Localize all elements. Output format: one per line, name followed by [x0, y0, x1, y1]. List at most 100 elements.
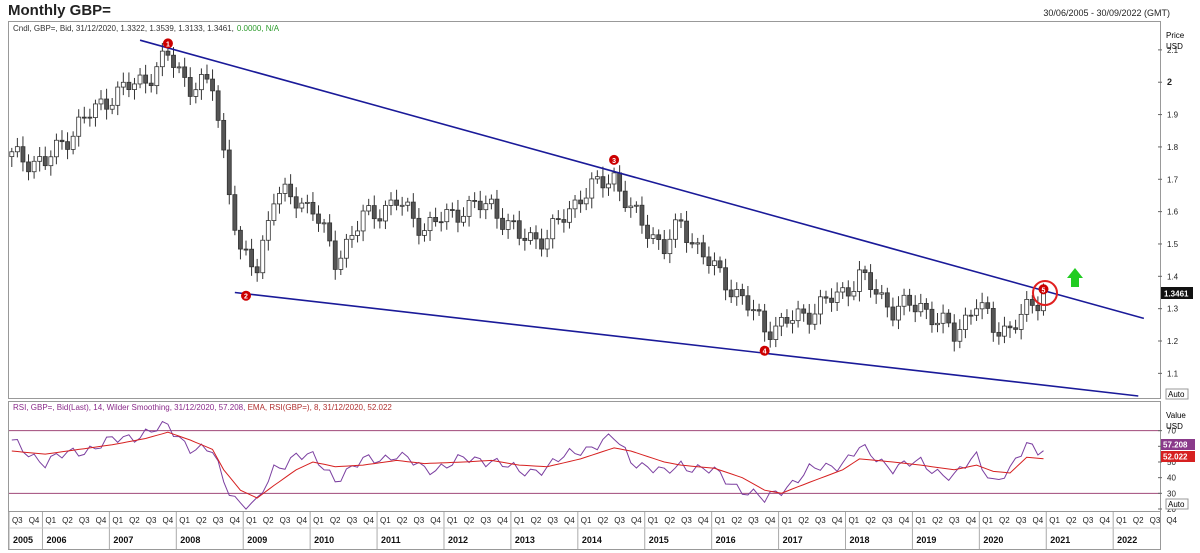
- rsi-tick-label: 30: [1167, 489, 1176, 498]
- candle-body: [918, 303, 924, 313]
- rsi-lines: [11, 420, 1044, 510]
- candle-body: [109, 104, 115, 110]
- quarter-label: Q4: [1032, 516, 1043, 525]
- quarter-label: Q3: [748, 516, 759, 525]
- candle-body: [639, 204, 645, 226]
- year-label: 2005: [13, 535, 33, 545]
- rsi-reference-lines: [9, 430, 1160, 494]
- candle-body: [539, 238, 544, 250]
- price-legend: Cndl, GBP=, Bid, 31/12/2020, 1.3322, 1.3…: [13, 24, 280, 33]
- candle-body: [48, 156, 54, 167]
- candle-body: [661, 239, 667, 255]
- candle-body: [327, 222, 333, 242]
- ema-value-tag: [1161, 451, 1195, 462]
- candle-body: [790, 320, 795, 324]
- candle-body: [589, 178, 595, 199]
- candle-body: [20, 146, 26, 163]
- candle-body: [505, 220, 511, 230]
- quarter-label: Q3: [79, 516, 90, 525]
- price-tick-label: 1.4: [1167, 272, 1179, 281]
- quarter-label: Q2: [62, 516, 73, 525]
- rsi-auto-button[interactable]: [1165, 498, 1189, 510]
- candle-body: [650, 234, 656, 239]
- candle-body: [951, 322, 957, 342]
- quarter-label: Q3: [681, 516, 692, 525]
- candle-body: [840, 287, 846, 293]
- quarter-label: Q4: [497, 516, 508, 525]
- candle-body: [879, 292, 885, 295]
- ema-series-line: [11, 431, 1044, 499]
- candle-body: [243, 248, 249, 251]
- rsi-legend: RSI, GBP=, Bid(Last), 14, Wilder Smoothi…: [13, 403, 392, 412]
- candle-body: [332, 240, 338, 270]
- candle-body: [366, 205, 372, 212]
- candle-body: [823, 296, 829, 299]
- resistance-trendline: [139, 39, 1145, 320]
- candle-body: [511, 220, 517, 223]
- candle-body: [304, 201, 310, 204]
- price-auto-button[interactable]: [1165, 388, 1189, 400]
- candle-body: [143, 74, 149, 84]
- year-label: 2019: [916, 535, 936, 545]
- year-label: 2021: [1050, 535, 1070, 545]
- quarter-label: Q3: [146, 516, 157, 525]
- candle-body: [935, 322, 940, 326]
- rsi-tick-label: 70: [1167, 427, 1176, 436]
- quarter-label: Q1: [112, 516, 123, 525]
- year-label: 2013: [515, 535, 535, 545]
- candle-body: [979, 302, 985, 310]
- quarter-label: Q4: [832, 516, 843, 525]
- quarter-label: Q4: [163, 516, 174, 525]
- candle-body: [159, 50, 165, 68]
- price-axis-unit: USD: [1166, 42, 1183, 51]
- candlesticks: [9, 40, 1046, 352]
- candle-body: [293, 196, 299, 209]
- candle-body: [678, 219, 684, 222]
- candle-body: [583, 197, 589, 205]
- candle-body: [845, 287, 851, 297]
- candle-body: [907, 294, 913, 306]
- quarter-label: Q4: [363, 516, 374, 525]
- candle-body: [594, 176, 600, 180]
- price-axis-label: Price: [1166, 31, 1185, 40]
- candle-body: [444, 209, 450, 223]
- candle-body: [14, 146, 20, 153]
- quarter-label: Q2: [531, 516, 542, 525]
- quarter-label: Q3: [547, 516, 558, 525]
- candle-body: [773, 325, 779, 340]
- price-axis-ticks: 1.1 1.2 1.3 1.4 1.5 1.6 1.7 1.8 1.9 2 2.1: [1158, 46, 1179, 378]
- quarter-label: Q1: [1116, 516, 1127, 525]
- year-label: 2015: [649, 535, 669, 545]
- candle-body: [829, 297, 834, 303]
- candle-body: [611, 172, 617, 185]
- candle-body: [700, 242, 706, 258]
- candle-body: [667, 238, 673, 255]
- candle-body: [500, 217, 505, 230]
- quarter-label: Q1: [246, 516, 257, 525]
- candle-body: [606, 183, 611, 189]
- year-label: 2020: [983, 535, 1003, 545]
- candle-body: [884, 292, 890, 308]
- candle-body: [104, 98, 109, 110]
- last-price-tag: [1161, 287, 1193, 299]
- candle-body: [238, 229, 243, 250]
- support-trendline: [234, 291, 1139, 397]
- year-label: 2012: [448, 535, 468, 545]
- candle-body: [1007, 325, 1013, 329]
- pivot-marker-label: 3: [612, 158, 616, 165]
- quarter-label: Q3: [347, 516, 358, 525]
- candle-body: [416, 217, 422, 236]
- candle-body: [187, 77, 193, 97]
- candle-body: [784, 317, 790, 324]
- year-label: 2014: [582, 535, 602, 545]
- quarter-label: Q1: [179, 516, 190, 525]
- price-pane-frame: [8, 21, 1161, 399]
- candle-body: [265, 220, 271, 241]
- candle-body: [37, 156, 43, 162]
- candle-body: [684, 220, 689, 243]
- trendlines: [139, 39, 1145, 397]
- candle-body: [137, 74, 143, 85]
- quarter-label: Q3: [213, 516, 224, 525]
- quarter-label: Q1: [715, 516, 726, 525]
- candle-body: [751, 309, 756, 312]
